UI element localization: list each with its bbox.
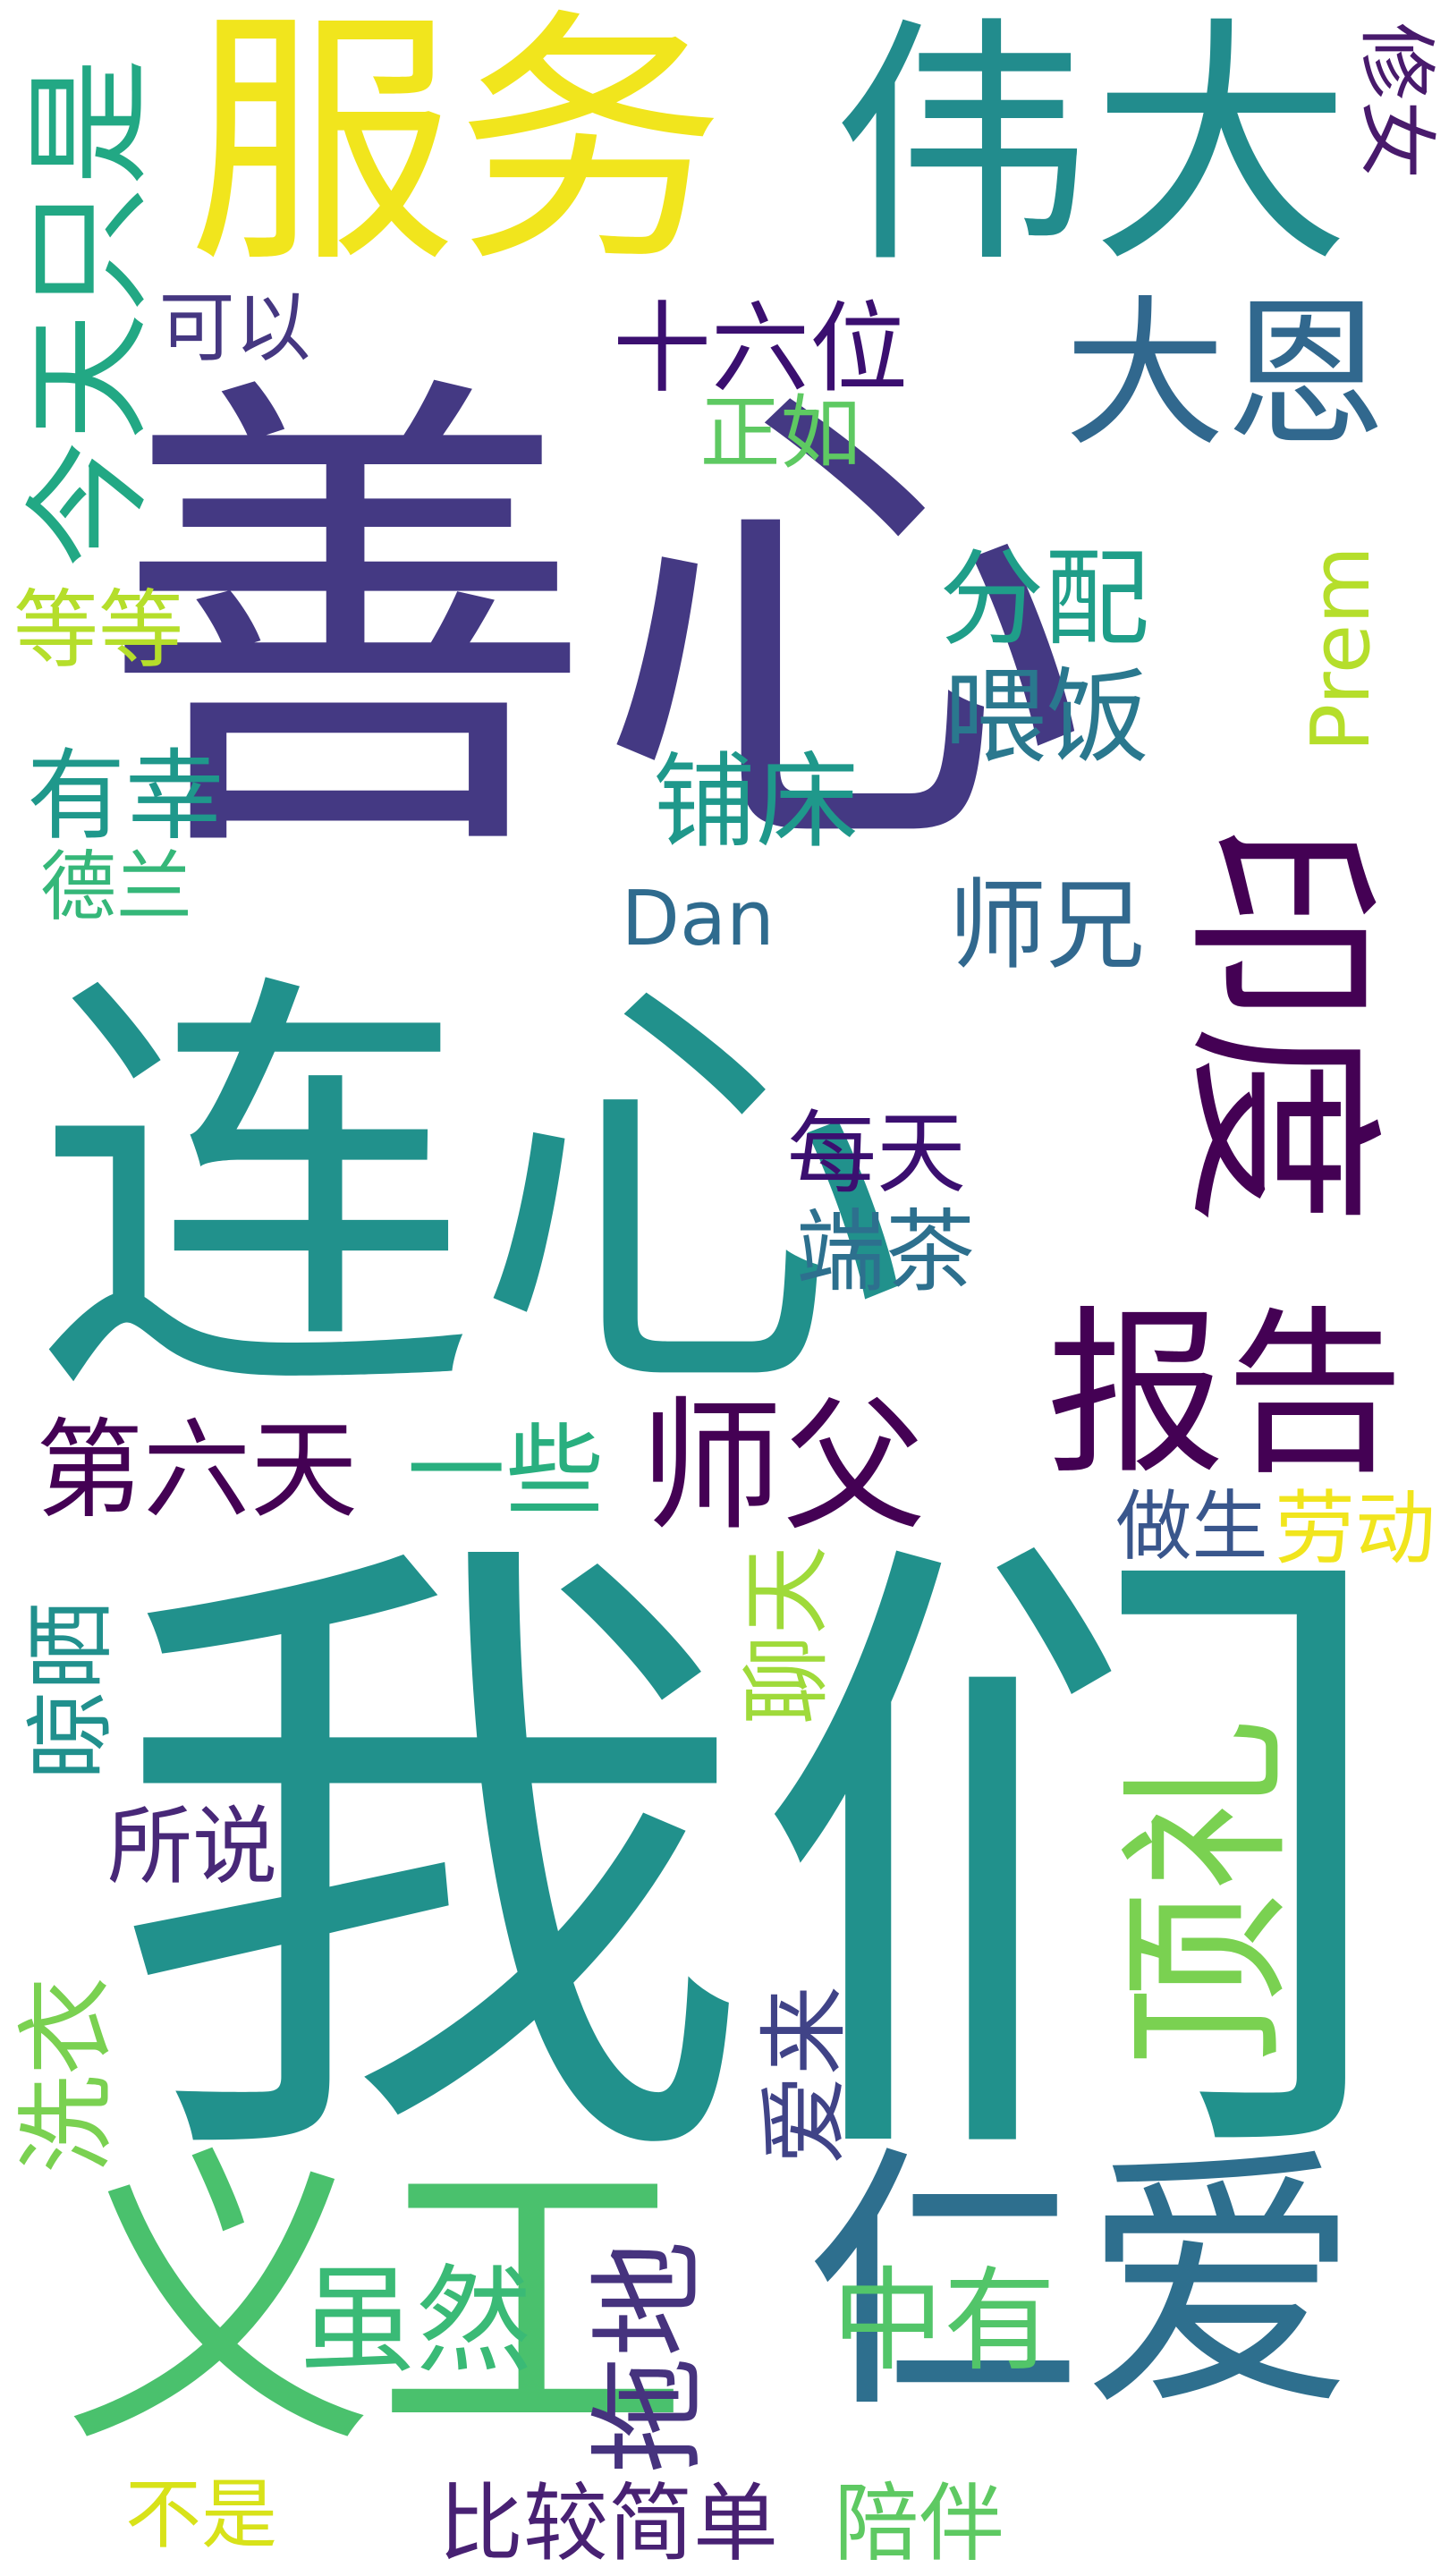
word-suoshuo: 所说 bbox=[107, 1797, 278, 1896]
word-peiban: 陪伴 bbox=[834, 2475, 1004, 2573]
word-suiran: 虽然 bbox=[300, 2253, 533, 2389]
word-dingli: 顶礼 bbox=[1106, 1717, 1309, 2066]
word-yindu: 印度 bbox=[1162, 823, 1397, 1225]
word-renai: 仁爱 bbox=[805, 2123, 1360, 2446]
word-shixiong: 师兄 bbox=[948, 869, 1145, 983]
word-daen: 大恩 bbox=[1064, 282, 1387, 469]
word-weida: 伟大 bbox=[832, 0, 1351, 298]
word-meitian: 每天 bbox=[787, 1101, 966, 1206]
word-fenpei: 分配 bbox=[939, 538, 1150, 660]
word-liangshai: 晾晒 bbox=[19, 1601, 123, 1780]
word-shifu: 师父 bbox=[640, 1383, 927, 1550]
word-prem: Prem bbox=[1294, 545, 1388, 752]
word-ailai: 爱来 bbox=[752, 1986, 857, 2165]
word-xiunv: 修女 bbox=[1351, 22, 1442, 180]
word-zuosheng: 做生 bbox=[1115, 1483, 1268, 1572]
word-puchuang: 铺床 bbox=[653, 742, 860, 862]
word-yigong: 义工 bbox=[63, 2121, 689, 2486]
word-duancha: 端茶 bbox=[796, 1199, 975, 1304]
word-dan: Dan bbox=[621, 875, 775, 963]
word-jintianzhishi: 今天只是 bbox=[14, 58, 164, 568]
word-yixie: 一些 bbox=[407, 1414, 604, 1529]
word-liaotian: 聊天 bbox=[734, 1545, 839, 1724]
word-baogao: 报告 bbox=[1046, 1291, 1405, 1499]
word-diliutian: 第六天 bbox=[36, 1409, 358, 1533]
word-shiliuwei: 十六位 bbox=[613, 292, 908, 406]
word-keyi: 可以 bbox=[158, 284, 311, 373]
word-lianxin: 连心 bbox=[36, 938, 912, 1449]
word-delan: 德兰 bbox=[40, 843, 193, 932]
word-weifan: 喂饭 bbox=[944, 657, 1150, 777]
word-zhengru: 正如 bbox=[699, 386, 861, 480]
word-bijiaojiandan: 比较简单 bbox=[438, 2475, 779, 2573]
word-dengdeng: 等等 bbox=[13, 580, 184, 680]
word-shanxin: 善心 bbox=[98, 336, 1091, 915]
word-youxing: 有幸 bbox=[27, 739, 224, 853]
word-laodong: 劳动 bbox=[1275, 1482, 1436, 1576]
word-women: 我们 bbox=[107, 1490, 1395, 2240]
word-zhongyou: 中有 bbox=[832, 2256, 1055, 2386]
word-xiyi: 洗衣 bbox=[10, 1977, 124, 2174]
word-tuodi: 拖地 bbox=[580, 2240, 716, 2473]
word-bushi: 不是 bbox=[125, 2471, 278, 2560]
word-fuwu: 服务 bbox=[188, 0, 724, 299]
